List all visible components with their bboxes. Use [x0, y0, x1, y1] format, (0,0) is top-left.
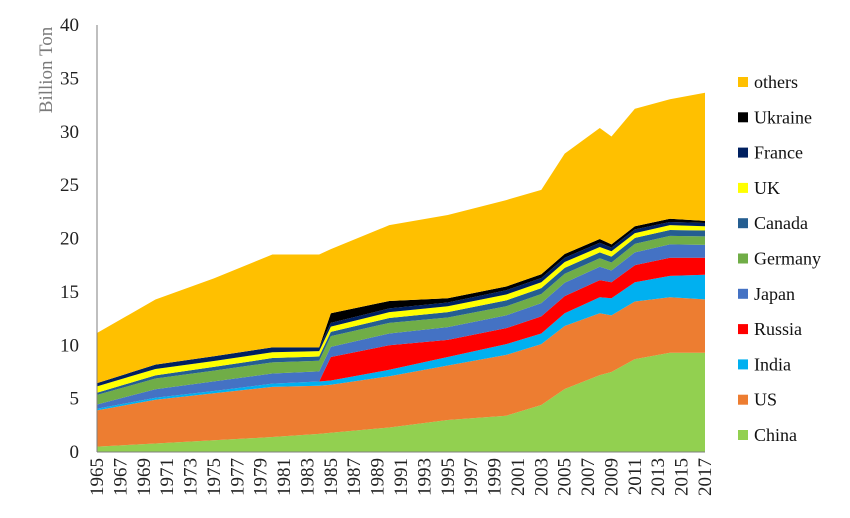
legend-item-japan: Japan	[738, 284, 795, 304]
x-tick-label: 1973	[181, 458, 202, 496]
legend-label: Japan	[754, 284, 795, 304]
area-russia	[97, 257, 705, 409]
x-tick-label: 1977	[227, 458, 248, 496]
area-japan	[97, 244, 705, 409]
legend-label: others	[754, 72, 798, 92]
legend-swatch	[738, 430, 748, 440]
x-tick-label: 1967	[110, 458, 131, 496]
y-tick-label: 5	[70, 389, 80, 410]
legend-item-china: China	[738, 425, 797, 445]
legend-item-france: France	[738, 143, 803, 163]
x-tick-label: 2017	[695, 458, 716, 496]
legend: others Ukraine France UK Canada Germany Japan R…	[738, 72, 821, 445]
y-tick-label: 10	[60, 335, 79, 356]
area-germany	[97, 235, 705, 405]
legend-item-uk: UK	[738, 178, 780, 198]
y-axis-label: Billion Ton	[36, 26, 57, 113]
y-tick-label: 40	[60, 15, 79, 36]
x-tick-label: 1965	[87, 458, 108, 496]
x-tick-label: 1987	[344, 458, 365, 496]
area-india	[97, 274, 705, 411]
y-tick-label: 15	[60, 282, 79, 303]
legend-swatch	[738, 218, 748, 229]
x-tick-label: 2009	[601, 458, 622, 496]
x-tick-label: 2007	[578, 458, 599, 496]
legend-swatch	[738, 253, 748, 264]
legend-swatch	[738, 112, 748, 123]
legend-label: France	[754, 143, 803, 163]
legend-swatch	[738, 359, 748, 370]
x-tick-label: 2001	[508, 458, 529, 496]
x-tick-label: 2013	[648, 458, 669, 496]
legend-swatch	[738, 394, 748, 405]
y-tick-label: 25	[60, 175, 79, 196]
legend-swatch	[738, 77, 748, 87]
x-tick-label: 2005	[555, 458, 576, 496]
y-tick-label: 35	[60, 68, 79, 89]
legend-label: India	[754, 354, 791, 374]
legend-swatch	[738, 147, 748, 158]
x-tick-label: 1983	[297, 458, 318, 496]
legend-swatch	[738, 324, 748, 335]
x-tick-label: 1999	[485, 458, 506, 496]
legend-label: Russia	[754, 319, 802, 339]
x-tick-label: 2015	[672, 458, 693, 496]
area-series-group	[97, 92, 705, 452]
y-tick-label: 30	[60, 122, 79, 143]
x-tick-label: 1991	[391, 458, 412, 496]
x-tick-label: 1975	[204, 458, 225, 496]
y-tick-label: 20	[60, 229, 79, 250]
area-china	[97, 352, 705, 452]
legend-swatch	[738, 288, 748, 299]
x-tick-label: 1993	[414, 458, 435, 496]
x-tick-label: 1969	[134, 458, 155, 496]
legend-item-germany: Germany	[738, 249, 821, 269]
x-tick-label: 1985	[321, 458, 342, 496]
legend-item-us: US	[738, 390, 777, 410]
x-tick-label: 1995	[438, 458, 459, 496]
x-tick-label: 1989	[368, 458, 389, 496]
legend-label: US	[754, 390, 777, 410]
x-tick-labels: 1965 1967 1969 1971 1973 1975 1977 1979 1981 1983…	[87, 458, 716, 496]
y-tick-label: 0	[70, 442, 80, 463]
area-others	[97, 92, 705, 384]
legend-label: Germany	[754, 249, 821, 269]
area-ukraine	[97, 218, 705, 384]
legend-item-others: others	[738, 72, 798, 92]
area-us	[97, 297, 705, 447]
y-tick-labels: 0 5 10 15 20 25 30 35 40	[60, 15, 79, 463]
x-tick-label: 1997	[461, 458, 482, 496]
axes-group	[96, 25, 705, 453]
legend-item-india: India	[738, 354, 791, 374]
legend-label: China	[754, 425, 797, 445]
legend-label: Canada	[754, 213, 808, 233]
legend-label: UK	[754, 178, 780, 198]
x-tick-label: 1979	[251, 458, 272, 496]
x-tick-label: 2011	[625, 458, 646, 495]
legend-item-canada: Canada	[738, 213, 808, 233]
x-tick-label: 1981	[274, 458, 295, 496]
legend-label: Ukraine	[754, 107, 812, 127]
x-tick-label: 1971	[157, 458, 178, 496]
legend-swatch	[738, 182, 748, 193]
x-tick-label: 2003	[531, 458, 552, 496]
legend-item-russia: Russia	[738, 319, 802, 339]
legend-item-ukraine: Ukraine	[738, 107, 812, 127]
